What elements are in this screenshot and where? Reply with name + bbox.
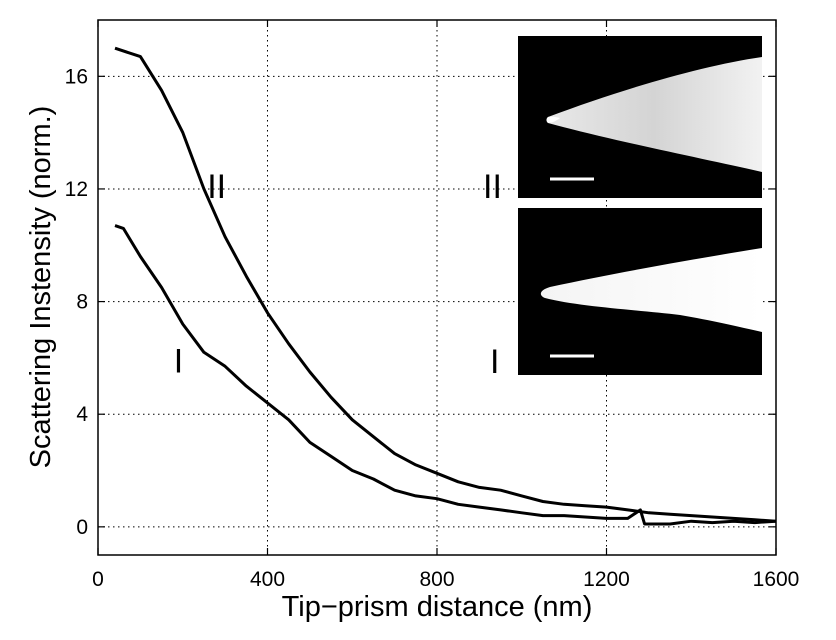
y-axis-title: Scattering Instensity (norm.) [25, 106, 57, 469]
tick-labels: 0 400 800 1200 1600 0 4 8 12 16 [65, 65, 800, 591]
inset-label-ii: II [483, 168, 502, 206]
curve-label-i: I [174, 343, 183, 381]
inset-image-i [518, 208, 762, 375]
y-tick-label: 8 [76, 291, 88, 314]
x-tick-label: 1600 [753, 568, 800, 591]
y-tick-label: 0 [76, 516, 88, 539]
x-tick-label: 0 [92, 568, 104, 591]
plot-frame [97, 19, 777, 556]
x-tick-label: 800 [419, 568, 454, 591]
y-tick-label: 12 [65, 178, 88, 201]
series-line-i [114, 224, 776, 526]
series-line-ii [114, 46, 776, 523]
inset-label-i: I [490, 343, 499, 381]
x-tick-label: 400 [250, 568, 285, 591]
curve-label-ii: II [207, 168, 226, 206]
x-axis-title: Tip−prism distance (nm) [282, 591, 593, 623]
y-tick-label: 16 [65, 65, 88, 88]
x-tick-label: 1200 [583, 568, 630, 591]
y-tick-label: 4 [76, 403, 88, 426]
series-layer [114, 46, 776, 526]
inset-image-ii [518, 36, 762, 198]
